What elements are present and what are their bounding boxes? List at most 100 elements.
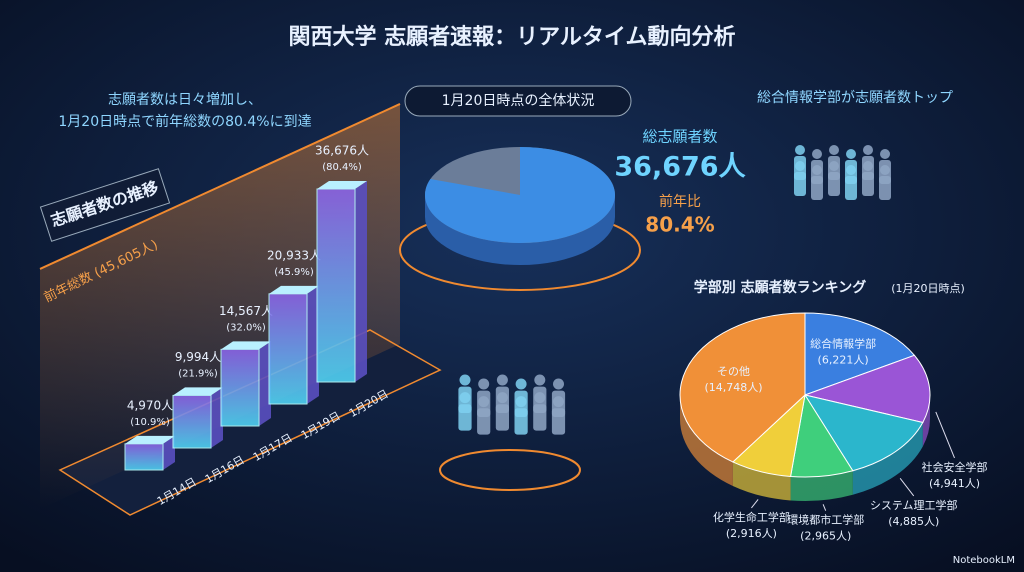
person-icon: [794, 172, 806, 196]
pie-subtitle: (1月20日時点): [891, 282, 965, 295]
pie-side: [922, 395, 930, 447]
person-icon: [496, 392, 508, 404]
total-label: 総志願者数: [642, 128, 717, 146]
person-icon: [534, 374, 546, 386]
share-label: (80.4%): [322, 162, 362, 173]
overview-heading: 1月20日時点の全体状況: [442, 92, 595, 109]
pie-slice: [679, 312, 806, 463]
pie-side: [852, 422, 923, 495]
person-icon: [845, 176, 857, 200]
bar-top: [269, 285, 319, 294]
person-icon: [515, 396, 527, 408]
total-value: 36,676人: [614, 152, 745, 183]
overview-pill: [404, 85, 632, 117]
leader-line: [899, 478, 915, 497]
leader-line: [751, 499, 759, 509]
pie-title: 学部別 志願者数ランキング: [694, 279, 866, 296]
slice-value: (4,885人): [888, 515, 939, 528]
slice-value: (6,221人): [818, 354, 869, 367]
person-icon: [829, 145, 839, 155]
bar: [172, 394, 212, 449]
bar: [316, 188, 356, 383]
bar-top: [125, 435, 175, 444]
leader-line: [935, 411, 955, 459]
person-icon: [458, 404, 472, 431]
bar: [124, 443, 164, 471]
share-label: (10.9%): [130, 417, 170, 428]
person-icon: [534, 392, 546, 404]
top-note: 総合情報学部が志願者数トップ: [757, 90, 953, 106]
person-icon: [846, 165, 856, 175]
person-icon: [496, 374, 508, 386]
person-icon: [846, 149, 856, 159]
value-label: 36,676人: [315, 143, 369, 157]
value-label: 4,970人: [127, 398, 173, 412]
person-icon: [795, 161, 805, 171]
slice-value: (2,916人): [726, 527, 777, 540]
person-icon: [863, 145, 873, 155]
person-icon: [553, 378, 564, 390]
ratio-label: 前年比: [659, 193, 701, 210]
bar: [220, 348, 260, 427]
share-label: (21.9%): [178, 368, 218, 379]
person-icon: [495, 404, 509, 431]
pie-side: [680, 395, 733, 486]
bar-side: [163, 435, 175, 470]
person-icon: [811, 176, 823, 200]
person-icon: [459, 374, 471, 386]
person-icon: [812, 149, 822, 159]
person-icon: [477, 408, 491, 435]
pie-slice: [803, 354, 931, 424]
footer: NotebookLM: [953, 555, 1015, 566]
person-icon: [459, 392, 471, 404]
leader-line: [822, 504, 827, 511]
person-icon: [553, 396, 564, 408]
reference-area: [40, 103, 400, 509]
bar-side: [307, 285, 319, 404]
person-icon: [863, 161, 873, 171]
person-icon: [533, 404, 547, 431]
person-icon: [829, 161, 839, 171]
pie-side: [732, 461, 791, 501]
slice-label: 化学生命工学部: [713, 510, 790, 524]
headline: 1月20日時点で前年総数の80.4%に到達: [58, 113, 311, 130]
bar-side: [211, 387, 223, 448]
bar: [268, 293, 308, 405]
person-icon: [828, 172, 840, 196]
slice-label: その他: [717, 365, 750, 378]
slice-label: システム理工学部: [870, 498, 958, 512]
slice-value: (4,941人): [929, 477, 980, 490]
share-label: (45.9%): [274, 267, 314, 278]
page-title: 関西大学 志願者速報：リアルタイム動向分析: [288, 24, 735, 50]
bar-side: [259, 341, 271, 426]
pie-side: [790, 470, 853, 501]
bar-top: [173, 387, 223, 396]
person-icon: [515, 378, 527, 390]
bar-top: [221, 341, 271, 350]
person-icon: [880, 165, 890, 175]
pie-slice: [804, 312, 916, 396]
person-icon: [862, 172, 874, 196]
reference-line: [39, 103, 401, 270]
person-icon: [514, 408, 528, 435]
value-label: 20,933人: [267, 248, 321, 262]
value-label: 9,994人: [175, 350, 221, 364]
slice-value: (14,748人): [704, 381, 762, 394]
slice-value: (2,965人): [800, 530, 851, 543]
pie-slice: [803, 394, 924, 472]
heading-frame: [39, 168, 171, 242]
pie-wedge: [425, 147, 615, 243]
slice-label: 総合情報学部: [810, 337, 876, 351]
person-icon: [478, 378, 490, 390]
headline: 志願者数は日々増加し、: [108, 92, 262, 108]
share-label: (32.0%): [226, 322, 266, 333]
value-label: 14,567人: [219, 304, 273, 318]
platform-ring: [439, 449, 581, 491]
slice-label: 環境都市工学部: [787, 513, 864, 527]
bar-side: [355, 180, 367, 382]
person-icon: [551, 408, 566, 435]
slice-label: 社会安全学部: [921, 460, 987, 474]
bar-top: [317, 180, 367, 189]
person-icon: [812, 165, 822, 175]
person-icon: [880, 149, 890, 159]
